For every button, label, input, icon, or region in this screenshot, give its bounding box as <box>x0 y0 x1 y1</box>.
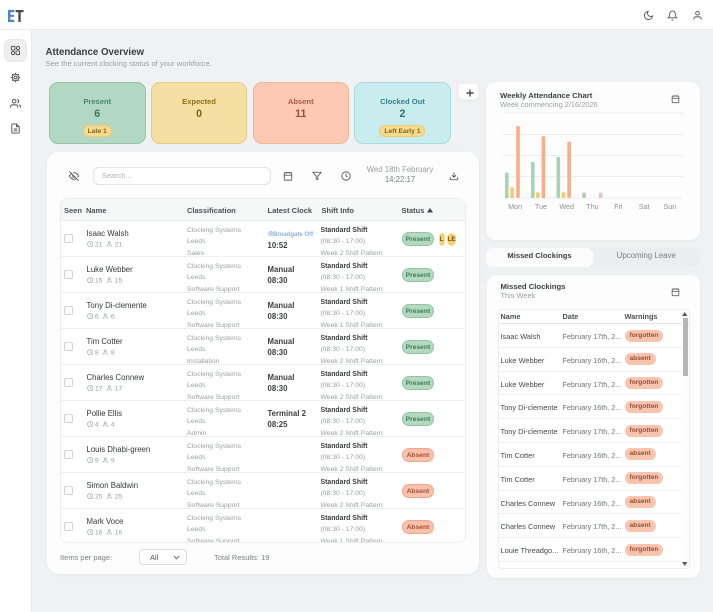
svg-text:Wed: Wed <box>559 202 574 211</box>
svg-text:Mon: Mon <box>508 202 522 211</box>
svg-text:Fri: Fri <box>614 202 623 211</box>
svg-text:Tue: Tue <box>535 202 547 211</box>
svg-text:Sat: Sat <box>639 202 650 211</box>
svg-text:Sun: Sun <box>664 202 677 211</box>
svg-text:Thu: Thu <box>586 202 598 211</box>
